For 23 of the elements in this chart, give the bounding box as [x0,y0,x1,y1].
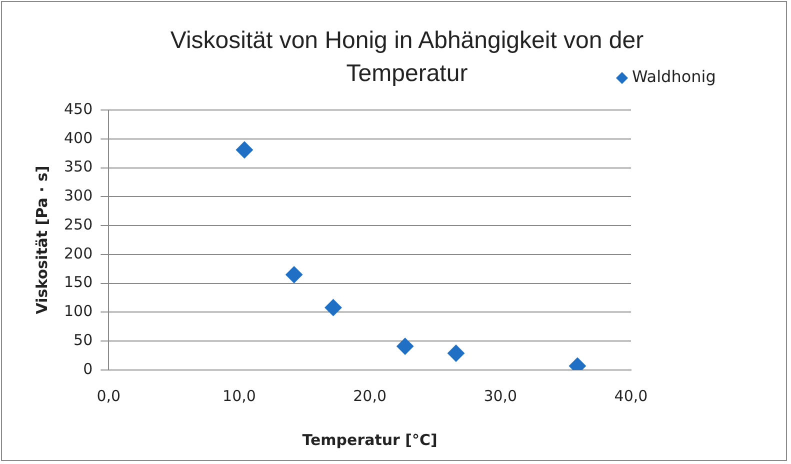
y-tick-label: 450 [64,100,93,118]
y-axis-title: Viskosität [Pa · s] [32,166,51,314]
y-tick-label: 50 [74,331,93,349]
x-tick-label: 30,0 [484,386,518,405]
point [236,141,253,158]
point [286,266,303,284]
x-tick-label: 20,0 [353,386,387,405]
y-tick-label: 200 [64,244,93,262]
y-tick-label: 250 [64,215,93,234]
y-tick-label: 0 [83,360,93,378]
x-axis-title: Temperatur [°C] [302,430,438,449]
x-tick-label: 10,0 [222,386,256,405]
y-tick-label: 300 [64,186,93,205]
y-tick-label: 400 [64,128,93,147]
point [324,299,342,316]
y-tick-label: 350 [64,158,93,176]
point [396,338,414,355]
y-tick-label: 150 [64,273,93,292]
point [448,344,465,362]
x-tick-label: 40,0 [614,386,648,405]
legend-label: Waldhonig [632,67,716,86]
x-tick-label: 0,0 [96,386,121,405]
y-tick-label: 100 [64,302,93,320]
